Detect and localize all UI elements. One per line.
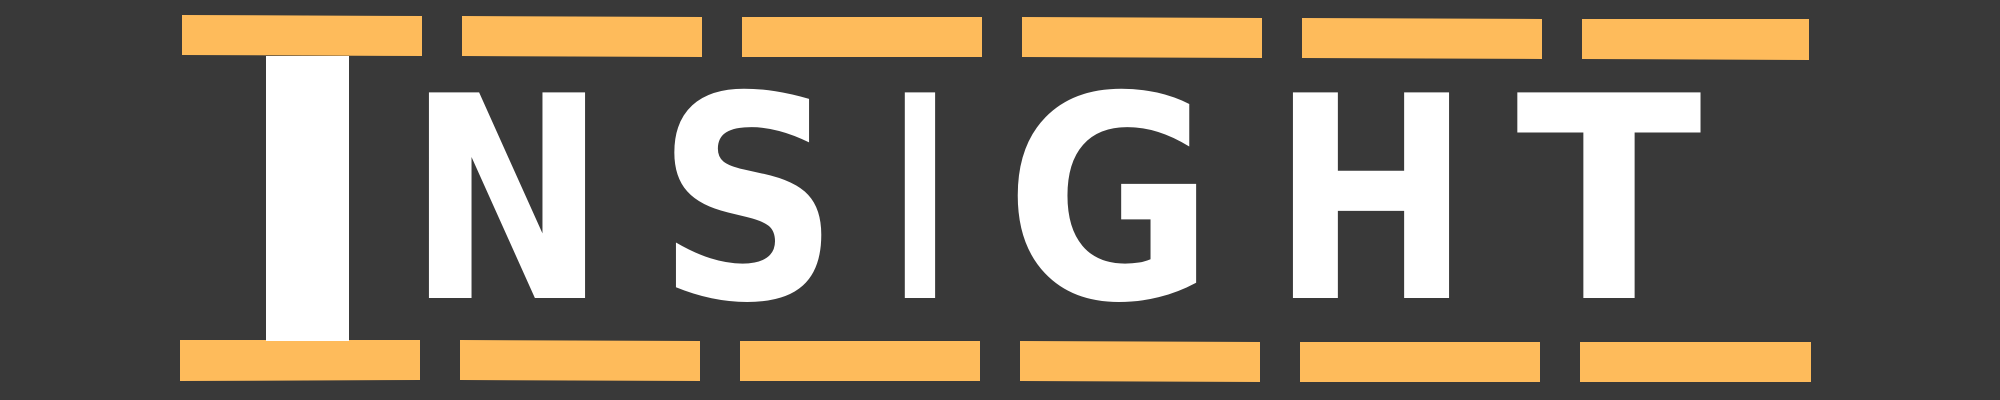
top-bar-3 <box>742 17 982 57</box>
top-bar-row <box>182 15 1809 60</box>
bottom-bar-5 <box>1300 342 1540 382</box>
bottom-bar-1 <box>180 340 420 381</box>
insight-letters: N S I G H T <box>407 36 1703 365</box>
top-bar-4 <box>1022 17 1262 58</box>
top-bar-6 <box>1582 19 1809 60</box>
letter-s: S <box>656 36 840 365</box>
bottom-bar-2 <box>460 340 700 381</box>
top-bar-5 <box>1302 18 1542 59</box>
bottom-bar-row <box>180 340 1811 382</box>
letter-g: G <box>1005 36 1215 365</box>
bottom-bar-6 <box>1580 342 1811 382</box>
letter-n: N <box>407 36 607 365</box>
letter-i: I <box>890 36 950 365</box>
bottom-bar-3 <box>740 341 980 381</box>
letter-t: T <box>1516 36 1703 365</box>
letter-h: H <box>1271 36 1471 365</box>
top-bar-1 <box>182 15 422 56</box>
letter-i-stem <box>266 56 349 341</box>
bottom-bar-4 <box>1020 341 1260 382</box>
top-bar-2 <box>462 16 702 57</box>
